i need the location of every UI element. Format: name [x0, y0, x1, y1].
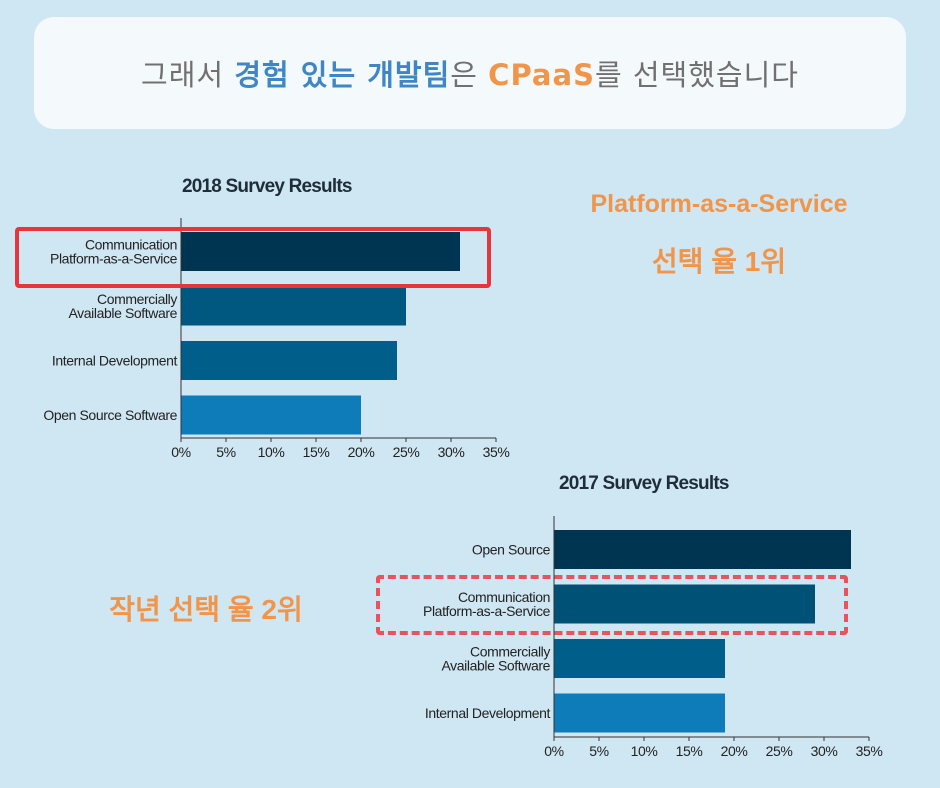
chart-2018-tick-label-2: 10%	[258, 444, 285, 460]
chart-2017-category-label-1-line-0: Communication	[458, 589, 550, 605]
headline: 그래서 경험 있는 개발팀은 CPaaS를 선택했습니다	[141, 52, 799, 94]
chart-2017-tick-label-2: 10%	[631, 743, 658, 759]
chart-2017-category-label-2: Commercially Available Software	[442, 644, 551, 674]
chart-2017-category-label-2-line-1: Available Software	[442, 658, 551, 674]
chart-2018-category-label-1-line-1: Available Software	[69, 305, 178, 321]
headline-part-3: 은	[450, 58, 489, 92]
chart-2018-tick-label-3: 15%	[303, 444, 330, 460]
chart-2018-title: 2018 Survey Results	[182, 176, 352, 197]
chart-2017-category-label-0-line-0: Open Source	[472, 542, 551, 558]
chart-2017-tick-label-6: 30%	[811, 743, 838, 759]
chart-2017-bar-0	[554, 530, 851, 569]
chart-2018-tick-label-5: 25%	[393, 444, 420, 460]
chart-2018-category-label-1-line-0: Commercially	[97, 291, 177, 307]
chart-2018-category-label-0-line-0: Communication	[85, 237, 177, 253]
chart-2018-category-label-2: Internal Development	[52, 353, 178, 369]
chart-2017-tick-label-0: 0%	[544, 743, 563, 759]
headline-banner: 그래서 경험 있는 개발팀은 CPaaS를 선택했습니다	[34, 17, 906, 129]
chart-2018-tick-label-7: 35%	[483, 444, 510, 460]
chart-2017-tick-label-1: 5%	[589, 743, 608, 759]
chart-2018-category-label-3-line-0: Open Source Software	[43, 407, 177, 423]
chart-2018-category-label-2-line-0: Internal Development	[52, 353, 178, 369]
headline-part-5: 를 선택했습니다	[594, 58, 799, 92]
chart-2017-tick-label-4: 20%	[721, 743, 748, 759]
headline-part-1: 그래서	[141, 58, 235, 92]
chart-2017-title: 2017 Survey Results	[559, 473, 729, 494]
chart-2017-category-label-1: Communication Platform-as-a-Service	[423, 589, 551, 619]
chart-2017-bar-2	[554, 639, 725, 678]
callout-rank-second-last-year: 작년 선택 율 2위	[109, 594, 303, 625]
chart-2017-category-label-2-line-0: Commercially	[470, 644, 550, 660]
chart-2018-tick-label-1: 5%	[216, 444, 235, 460]
chart-2017-bar-3	[554, 693, 725, 733]
highlight-box-2018-cpaas	[15, 227, 491, 288]
chart-2017-bar-1	[554, 584, 815, 624]
callout-rank-first: 선택 율 1위	[651, 246, 787, 277]
chart-2018-tick-label-0: 0%	[171, 444, 190, 460]
chart-2017-tick-label-3: 15%	[676, 743, 703, 759]
chart-2018-tick-label-4: 20%	[348, 444, 375, 460]
chart-2018-bar-3	[181, 395, 361, 435]
chart-2018-tick-label-6: 30%	[438, 444, 465, 460]
chart-2017-category-label-3-line-0: Internal Development	[425, 705, 551, 721]
chart-2017-tick-label-5: 25%	[766, 743, 793, 759]
chart-2018-category-label-0: Communication Platform-as-a-Service	[50, 237, 178, 267]
chart-2018-bar-0	[181, 232, 460, 271]
highlight-box-2017-cpaas	[376, 575, 848, 635]
chart-2017-category-label-0: Open Source	[472, 542, 551, 558]
headline-emphasis-team: 경험 있는 개발팀	[234, 58, 451, 92]
chart-2017-tick-label-7: 35%	[856, 743, 883, 759]
chart-2018-category-label-3: Open Source Software	[43, 407, 177, 423]
chart-2018-bar-2	[181, 341, 397, 380]
chart-2017-category-label-3: Internal Development	[425, 705, 551, 721]
chart-2017-category-label-1-line-1: Platform-as-a-Service	[423, 603, 551, 619]
chart-2018-bar-1	[181, 286, 406, 326]
callout-paas-title: Platform-as-a-Service	[590, 190, 848, 218]
headline-emphasis-cpaas: CPaaS	[488, 58, 595, 92]
chart-2018-category-label-0-line-1: Platform-as-a-Service	[50, 251, 178, 267]
chart-2018-category-label-1: Commercially Available Software	[69, 291, 178, 321]
